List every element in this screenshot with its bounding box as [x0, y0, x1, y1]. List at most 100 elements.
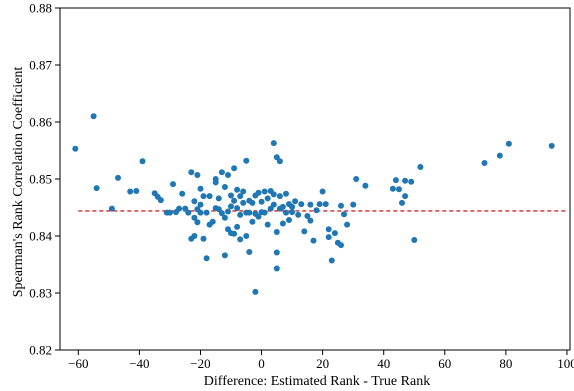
scatter-point [200, 193, 207, 200]
x-tick-label: 40 [377, 356, 390, 371]
scatter-point [218, 210, 225, 217]
axes: −60 −40 −20 0 20 40 60 80 100 0.82 0.83 0.84 0.85 0.8… [29, 1, 574, 372]
y-tick-label: 0.83 [29, 286, 52, 301]
scatter-point [319, 188, 326, 195]
scatter-point [389, 185, 396, 192]
scatter-point [133, 188, 140, 194]
scatter-point [283, 190, 289, 197]
scatter-point [255, 189, 262, 196]
x-axis-label: Difference: Estimated Rank - True Rank [204, 374, 430, 389]
scatter-point [240, 188, 247, 195]
y-tick-label: 0.87 [29, 58, 52, 73]
scatter-point [270, 201, 277, 208]
scatter-point [402, 193, 409, 200]
scatter-point [194, 219, 201, 226]
scatter-point [270, 140, 277, 147]
scatter-point [179, 190, 186, 197]
scatter-point [276, 158, 283, 165]
scatter-point [273, 229, 280, 235]
scatter-point [396, 186, 402, 193]
scatter-point [273, 265, 280, 272]
scatter-point [221, 252, 228, 259]
scatter-point [338, 242, 344, 249]
scatter-point [234, 205, 241, 212]
scatter-point [298, 201, 305, 208]
scatter-point [197, 185, 204, 192]
scatter-point [496, 152, 503, 159]
scatter-point [191, 214, 198, 221]
y-tick-label: 0.86 [29, 115, 52, 130]
scatter-point [505, 140, 512, 147]
scatter-point [237, 236, 244, 243]
scatter-point [225, 172, 231, 178]
scatter-point [185, 209, 192, 216]
x-tick-label: −40 [129, 356, 149, 371]
scatter-point [258, 198, 265, 205]
scatter-point [170, 181, 176, 188]
scatter-point [295, 211, 302, 218]
scatter-point [307, 201, 314, 208]
scatter-point [399, 199, 405, 206]
scatter-point [273, 249, 280, 256]
scatter-point [249, 218, 256, 225]
y-axis-label: Spearman's Rank Correlation Coefficient [11, 67, 26, 298]
scatter-point [209, 218, 216, 225]
scatter-point [206, 193, 213, 200]
x-tick-label: 0 [258, 356, 265, 371]
scatter-point [90, 113, 97, 120]
scatter-point [322, 201, 329, 208]
scatter-point [212, 179, 219, 186]
scatter-point [197, 209, 204, 216]
scatter-point [231, 230, 238, 237]
plot-frame [59, 7, 571, 351]
scatter-point [240, 199, 247, 206]
scatter-point [166, 209, 173, 216]
scatter-point [203, 255, 210, 262]
scatter-point [408, 178, 415, 185]
scatter-point [218, 169, 225, 176]
scatter-point [93, 185, 100, 192]
x-tick-label: 60 [438, 356, 451, 371]
scatter-point [411, 237, 418, 243]
scatter-point [231, 197, 238, 204]
scatter-point [325, 234, 332, 241]
scatter-point [237, 193, 244, 200]
scatter-point [188, 169, 195, 176]
scatter-point [255, 213, 262, 220]
scatter-point [307, 217, 314, 224]
scatter-point [200, 235, 207, 242]
scatter-point [264, 221, 271, 228]
scatter-point [328, 257, 335, 264]
scatter-point [548, 142, 555, 149]
scatter-point [264, 195, 271, 202]
scatter-point [221, 214, 228, 221]
scatter-point [325, 226, 332, 233]
scatter-point [313, 207, 320, 214]
scatter-point [139, 158, 146, 165]
scatter-point [228, 203, 234, 210]
scatter-point [304, 213, 311, 219]
scatter-point [225, 208, 231, 215]
x-tick-label: 80 [499, 356, 512, 371]
y-tick-label: 0.82 [29, 343, 52, 358]
scatter-point [228, 192, 234, 199]
scatter-point [341, 211, 347, 218]
scatter-point [279, 203, 286, 210]
scatter-point [249, 199, 256, 206]
y-tick-label: 0.88 [29, 1, 52, 16]
scatter-point [392, 177, 399, 184]
x-tick-label: −20 [190, 356, 210, 371]
scatter-point [350, 201, 357, 208]
scatter-point [234, 223, 241, 230]
scatter-point [237, 211, 244, 218]
scatter-point [270, 191, 277, 198]
scatter-point [252, 288, 259, 295]
scatter-point [115, 174, 121, 181]
scatter-point [194, 172, 201, 178]
scatter-point [72, 145, 79, 152]
scatter-point [344, 221, 351, 228]
scatter-point [231, 165, 238, 172]
scatter-point [310, 237, 317, 244]
